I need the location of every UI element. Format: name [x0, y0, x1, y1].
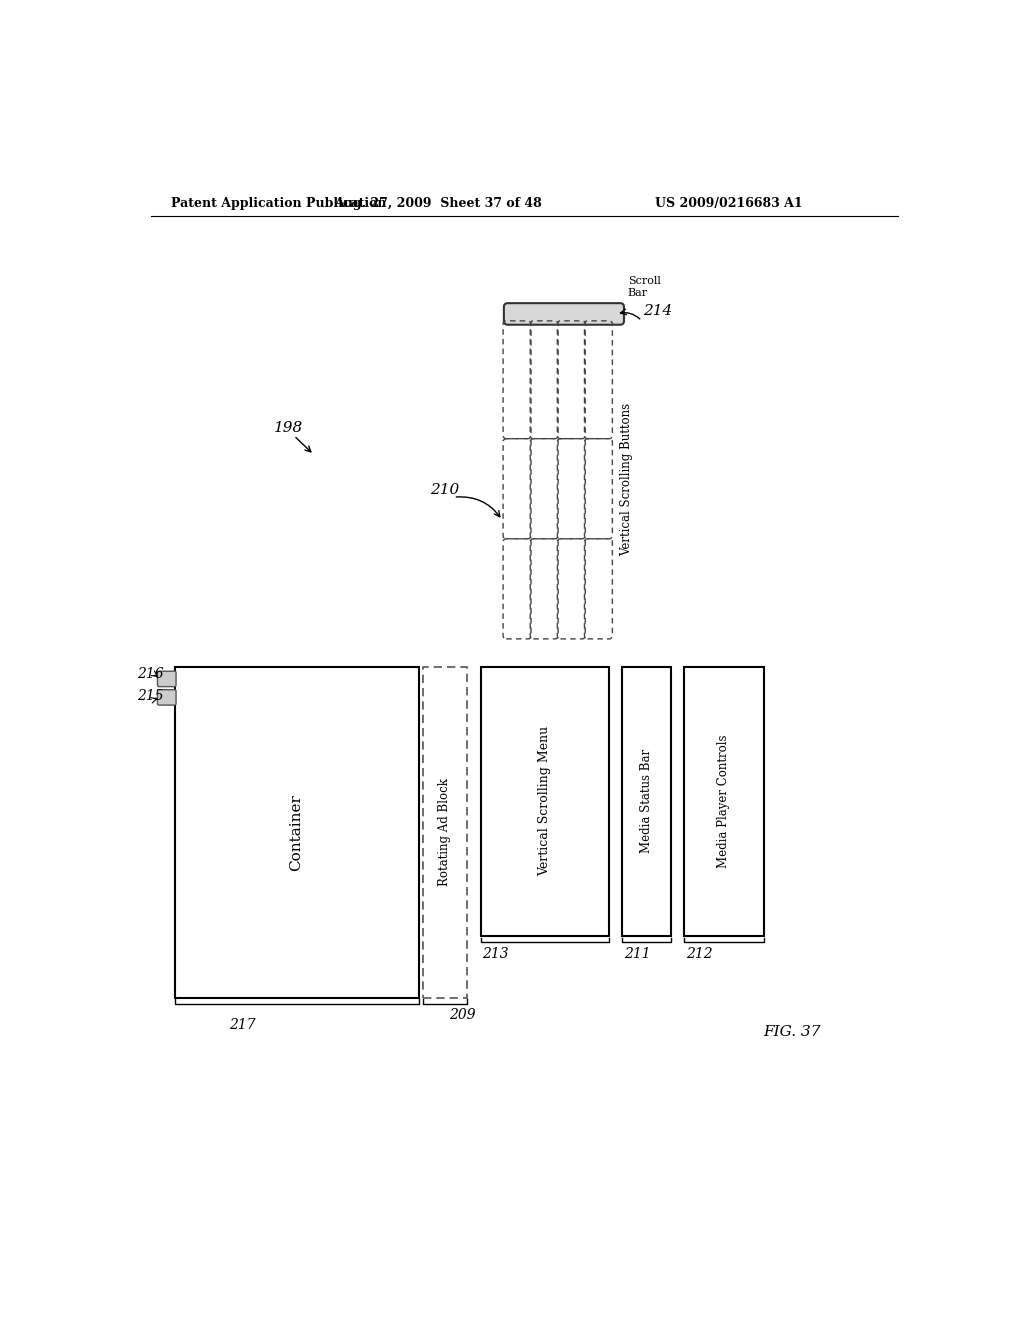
FancyBboxPatch shape [504, 304, 624, 325]
Text: 215: 215 [137, 689, 164, 702]
Text: Container: Container [290, 793, 303, 871]
Text: Aug. 27, 2009  Sheet 37 of 48: Aug. 27, 2009 Sheet 37 of 48 [334, 197, 542, 210]
Bar [684, 667, 764, 936]
Text: 211: 211 [624, 946, 650, 961]
Bar [623, 667, 671, 936]
Text: FIG. 37: FIG. 37 [764, 1026, 821, 1039]
Text: Vertical Scrolling Menu: Vertical Scrolling Menu [538, 726, 551, 876]
Bar [174, 667, 419, 998]
Text: 217: 217 [228, 1018, 255, 1032]
Bar [423, 667, 467, 998]
Text: Media Status Bar: Media Status Bar [640, 750, 653, 854]
Text: Media Player Controls: Media Player Controls [718, 735, 730, 869]
Text: 212: 212 [686, 946, 713, 961]
Text: 216: 216 [137, 668, 164, 681]
Text: 213: 213 [482, 946, 509, 961]
Text: 198: 198 [273, 421, 303, 434]
Text: Patent Application Publication: Patent Application Publication [171, 197, 386, 210]
Bar [480, 667, 608, 936]
Text: 209: 209 [449, 1008, 475, 1023]
Text: US 2009/0216683 A1: US 2009/0216683 A1 [655, 197, 803, 210]
Text: 214: 214 [643, 304, 673, 318]
Text: Rotating Ad Block: Rotating Ad Block [438, 779, 452, 886]
FancyBboxPatch shape [158, 671, 176, 686]
Text: 210: 210 [430, 483, 460, 496]
Text: Scroll
Bar: Scroll Bar [628, 276, 660, 298]
FancyBboxPatch shape [158, 689, 176, 705]
Text: Vertical Scrolling Buttons: Vertical Scrolling Buttons [621, 404, 633, 557]
